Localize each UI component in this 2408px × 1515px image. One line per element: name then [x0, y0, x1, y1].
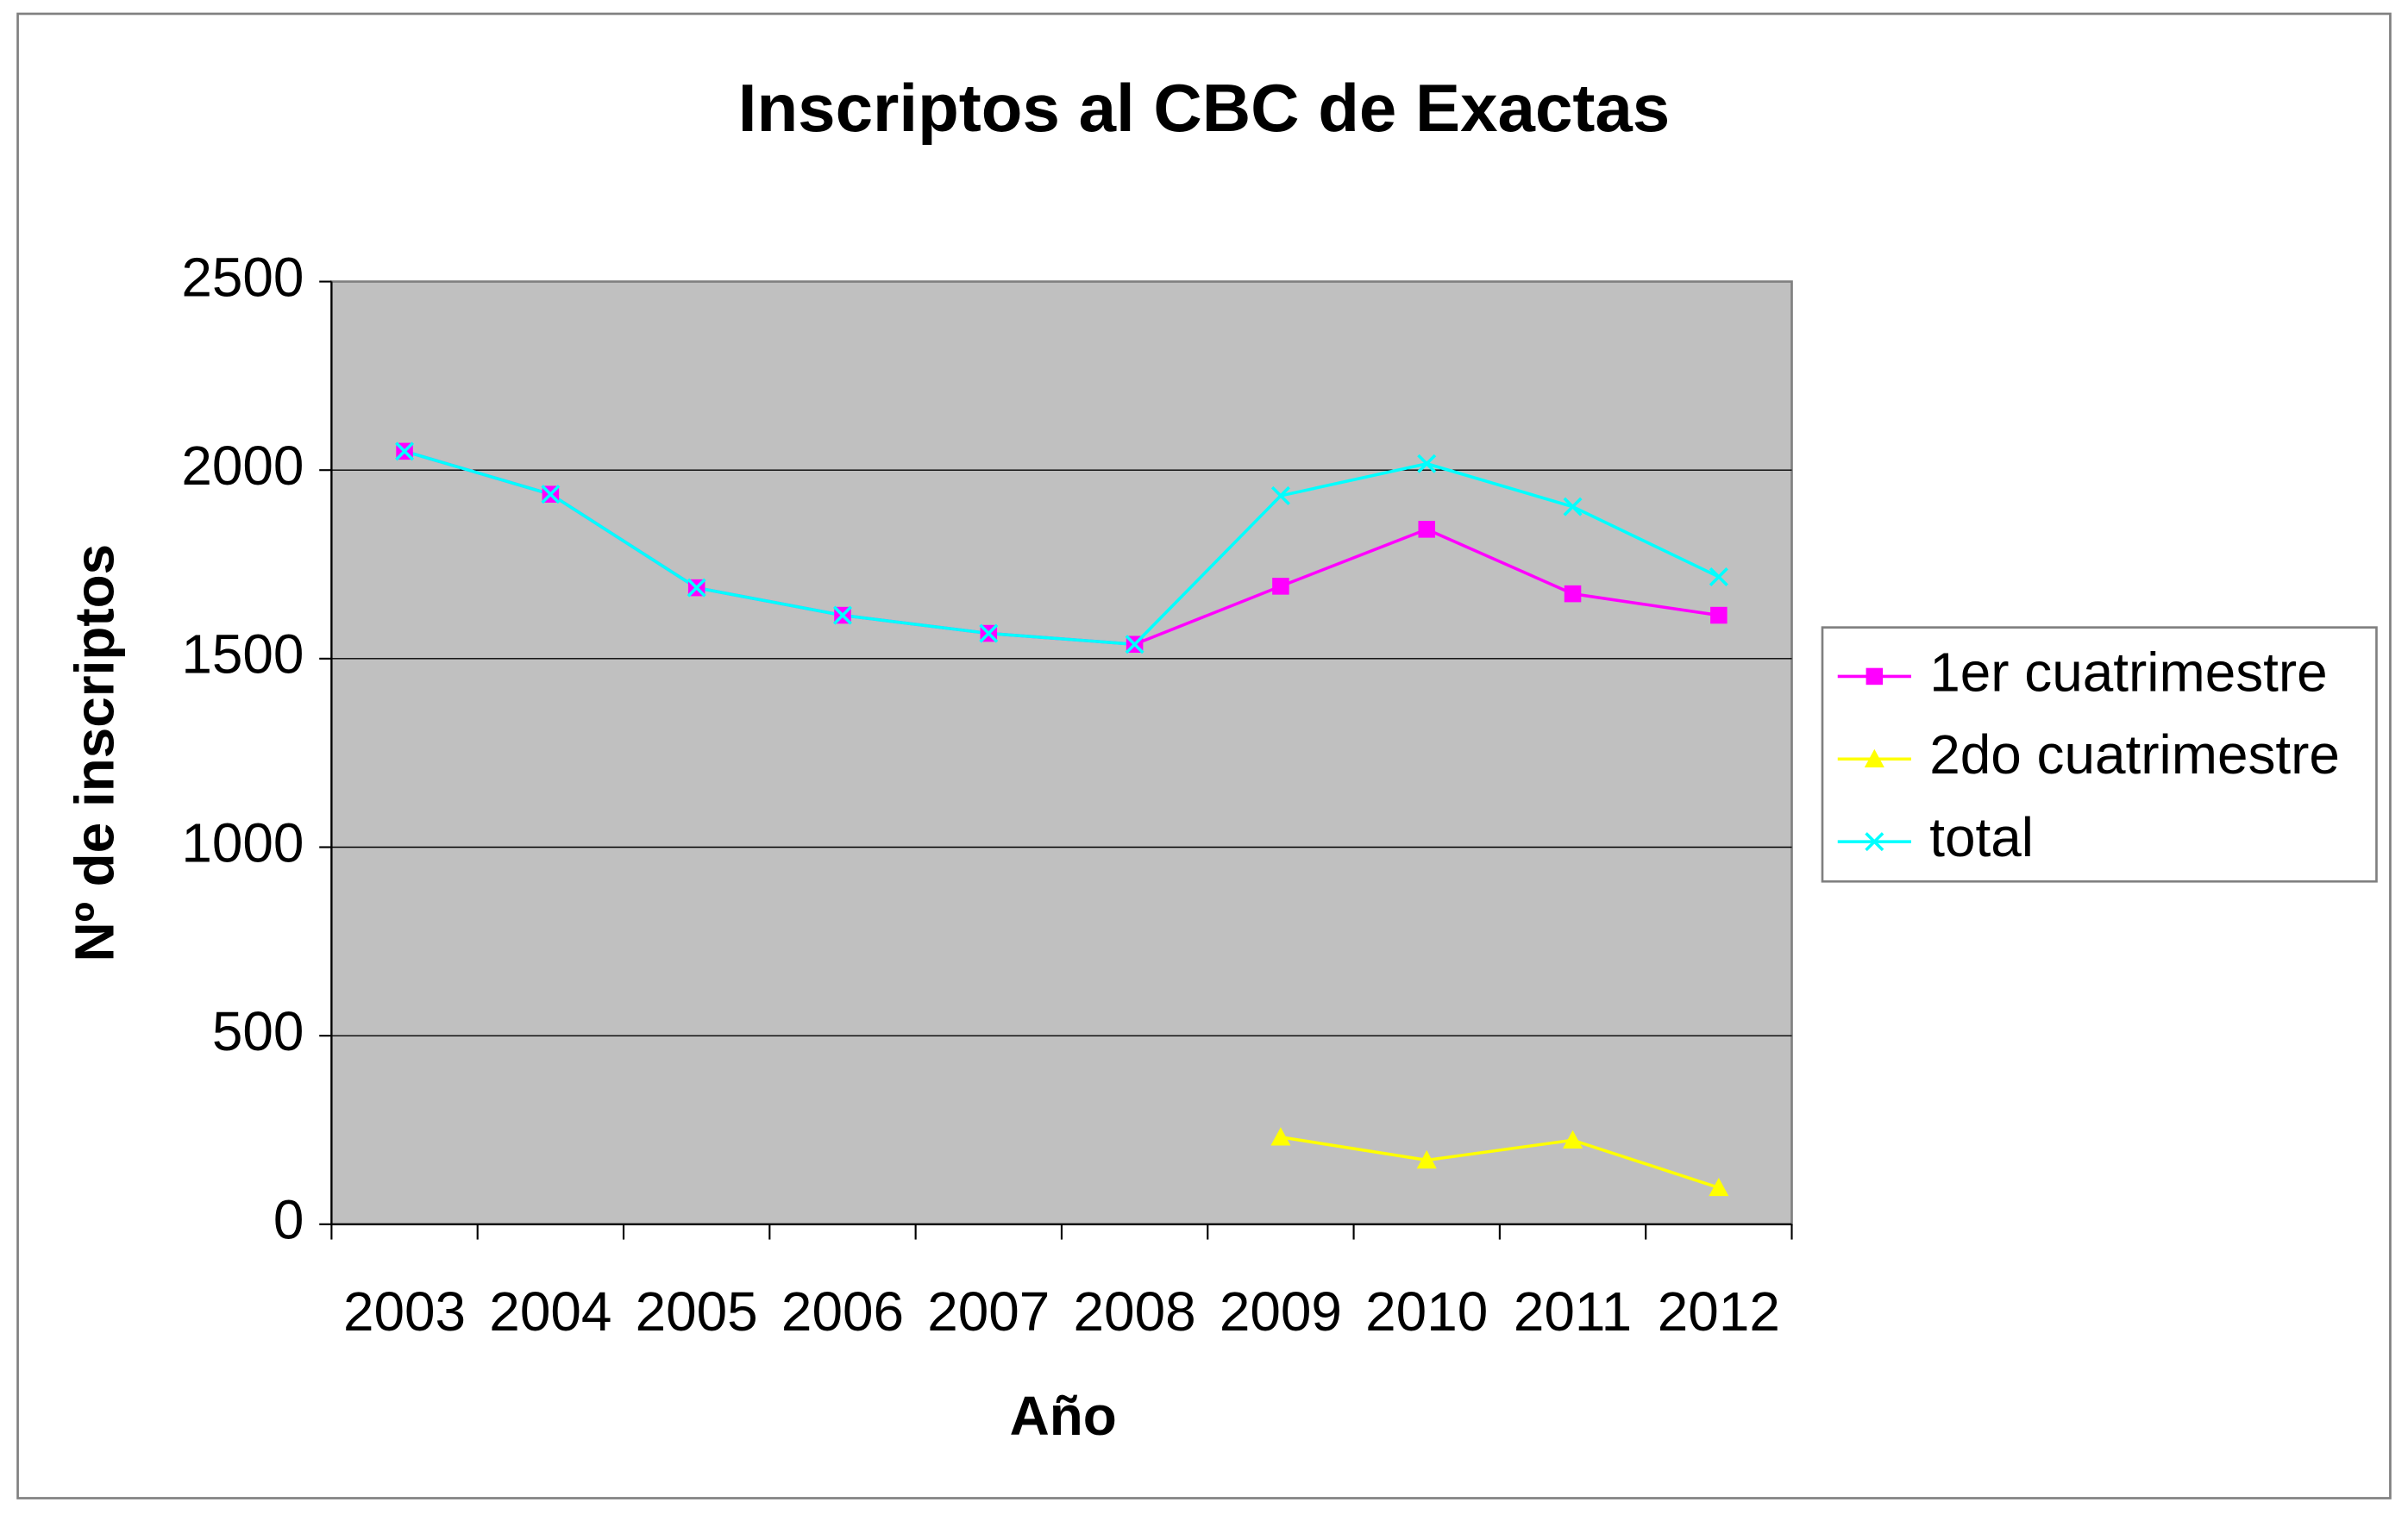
x-tick-label: 2008: [1074, 1280, 1196, 1343]
point-marker: [1125, 635, 1144, 654]
point-marker: [395, 441, 415, 461]
point-marker: [1418, 521, 1435, 538]
legend-label: 2do cuatrimestre: [1929, 723, 2340, 786]
x-tick-label: 2007: [927, 1280, 1050, 1343]
y-tick-label: 500: [212, 1000, 304, 1062]
point-marker: [687, 578, 706, 598]
y-tick-label: 1500: [181, 623, 304, 686]
point-marker: [979, 623, 999, 643]
point-marker: [1563, 497, 1583, 516]
y-tick-label: 2000: [181, 435, 304, 497]
point-marker: [1417, 454, 1437, 473]
point-marker: [541, 485, 561, 504]
point-marker: [1416, 1149, 1437, 1169]
x-tick-label: 2006: [781, 1280, 904, 1343]
x-axis-label: Año: [1010, 1385, 1117, 1447]
y-tick-label: 0: [273, 1189, 304, 1251]
legend-marker: [1864, 748, 1884, 768]
point-marker: [1710, 606, 1728, 624]
point-marker: [1709, 1177, 1729, 1197]
point-marker: [832, 605, 852, 625]
x-tick-label: 2011: [1514, 1280, 1632, 1343]
point-marker: [1709, 567, 1728, 586]
legend-label: 1er cuatrimestre: [1929, 641, 2327, 703]
legend-marker: [1865, 832, 1884, 852]
series-line: [404, 449, 1720, 647]
x-tick-label: 2005: [636, 1280, 758, 1343]
legend-label: total: [1929, 806, 2034, 868]
plot-area: [330, 280, 1793, 1226]
x-tick-label: 2009: [1220, 1280, 1342, 1343]
point-marker: [1563, 1130, 1583, 1149]
point-marker: [1272, 578, 1289, 595]
y-axis-label: Nº de inscriptos: [64, 544, 126, 962]
chart-title: Inscriptos al CBC de Exactas: [738, 70, 1670, 146]
point-marker: [1564, 585, 1582, 603]
x-tick-label: 2012: [1658, 1280, 1780, 1343]
x-tick-label: 2004: [489, 1280, 611, 1343]
legend-marker: [1866, 667, 1884, 686]
y-tick-label: 2500: [181, 246, 304, 308]
point-marker: [1270, 485, 1290, 505]
x-tick-label: 2003: [343, 1280, 466, 1343]
point-marker: [1270, 1127, 1291, 1146]
x-tick-label: 2010: [1365, 1280, 1488, 1343]
y-tick-label: 1000: [181, 811, 304, 873]
series-line: [1280, 1136, 1720, 1190]
legend-box: [1821, 626, 2378, 883]
